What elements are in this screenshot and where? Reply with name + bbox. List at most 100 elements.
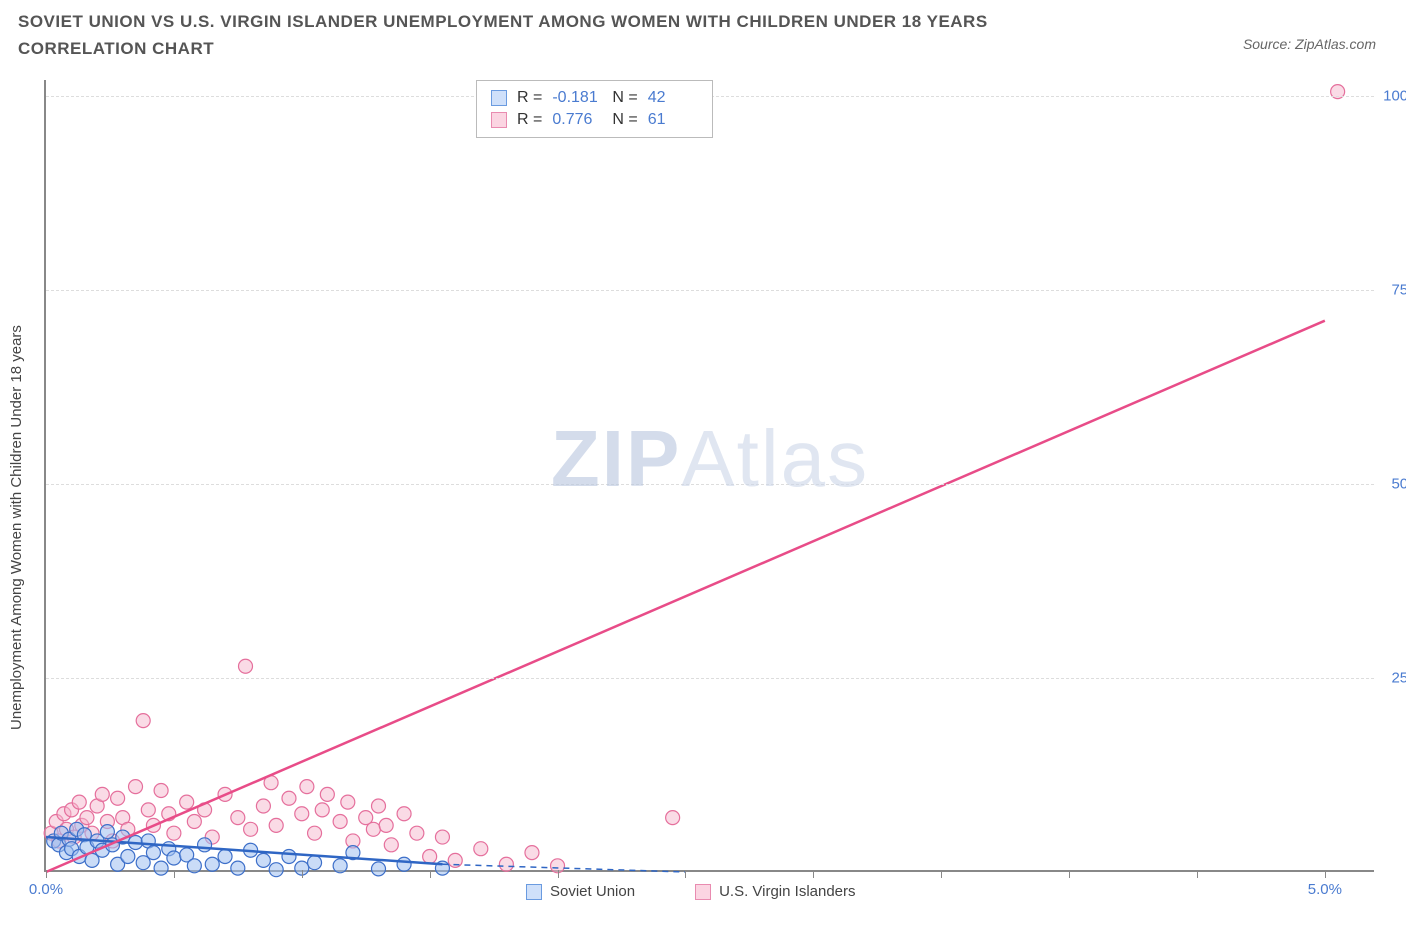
data-point [136,714,150,728]
r-label-b: R = [517,111,542,129]
data-point [205,857,219,871]
data-point [397,807,411,821]
legend-swatch-a [526,884,542,900]
chart-plot-area: ZIPAtlas R = -0.181 N = 42 R = 0.776 N =… [44,80,1374,872]
data-point [308,856,322,870]
n-label-b: N = [612,111,637,129]
legend-item-a: Soviet Union [526,883,635,900]
data-point [72,795,86,809]
data-point [80,811,94,825]
r-label-a: R = [517,89,542,107]
stats-row-a: R = -0.181 N = 42 [491,87,698,109]
data-point [100,825,114,839]
source-attribution: Source: ZipAtlas.com [1243,36,1376,52]
data-point [239,659,253,673]
data-point [333,815,347,829]
x-tick [941,870,942,878]
data-point [1331,85,1345,99]
x-tick [174,870,175,878]
swatch-series-a [491,90,507,106]
data-point [397,857,411,871]
data-point [167,826,181,840]
y-tick-label: 100.0% [1383,87,1406,104]
legend-item-b: U.S. Virgin Islanders [695,883,855,900]
x-tick [685,870,686,878]
legend-swatch-b [695,884,711,900]
x-tick-label: 5.0% [1308,881,1342,898]
data-point [146,846,160,860]
x-tick [302,870,303,878]
source-prefix: Source: [1243,36,1295,52]
data-point [474,842,488,856]
y-tick-label: 25.0% [1391,669,1406,686]
data-point [218,849,232,863]
grid-line [46,484,1374,485]
data-point [372,862,386,876]
data-point [198,838,212,852]
data-point [129,780,143,794]
data-point [435,830,449,844]
x-tick [1069,870,1070,878]
data-point [187,815,201,829]
data-point [231,811,245,825]
y-tick-label: 75.0% [1391,281,1406,298]
grid-line [46,678,1374,679]
chart-header: SOVIET UNION VS U.S. VIRGIN ISLANDER UNE… [0,0,1406,62]
data-point [666,811,680,825]
data-point [282,791,296,805]
data-point [366,822,380,836]
data-point [154,783,168,797]
data-point [525,846,539,860]
legend-label-b: U.S. Virgin Islanders [719,883,855,900]
x-tick [46,870,47,878]
data-point [167,851,181,865]
stats-box: R = -0.181 N = 42 R = 0.776 N = 61 [476,80,713,138]
y-axis-label: Unemployment Among Women with Children U… [8,325,25,730]
data-point [320,787,334,801]
x-tick [430,870,431,878]
data-point [269,818,283,832]
data-point [300,780,314,794]
chart-title: SOVIET UNION VS U.S. VIRGIN ISLANDER UNE… [18,8,1118,62]
data-point [231,861,245,875]
x-tick [558,870,559,878]
data-point [244,822,258,836]
x-tick [1197,870,1198,878]
trend-line [46,321,1325,872]
n-label-a: N = [612,89,637,107]
data-point [154,861,168,875]
data-point [121,849,135,863]
data-point [379,818,393,832]
data-point [384,838,398,852]
x-tick [1325,870,1326,878]
n-value-b: 61 [648,111,698,129]
data-point [111,791,125,805]
grid-line [46,290,1374,291]
data-point [256,799,270,813]
data-point [282,849,296,863]
r-value-a: -0.181 [552,89,602,107]
swatch-series-b [491,112,507,128]
data-point [499,857,513,871]
data-point [308,826,322,840]
data-point [372,799,386,813]
legend-label-a: Soviet Union [550,883,635,900]
data-point [341,795,355,809]
chart-legend: Soviet Union U.S. Virgin Islanders [526,883,856,900]
data-point [269,863,283,877]
data-point [333,859,347,873]
r-value-b: 0.776 [552,111,602,129]
n-value-a: 42 [648,89,698,107]
data-point [187,859,201,873]
source-name: ZipAtlas.com [1295,36,1376,52]
data-point [423,849,437,863]
x-tick-label: 0.0% [29,881,63,898]
data-point [141,803,155,817]
data-point [180,795,194,809]
data-point [315,803,329,817]
data-point [295,807,309,821]
y-tick-label: 50.0% [1391,475,1406,492]
data-point [95,787,109,801]
stats-row-b: R = 0.776 N = 61 [491,109,698,131]
data-point [410,826,424,840]
